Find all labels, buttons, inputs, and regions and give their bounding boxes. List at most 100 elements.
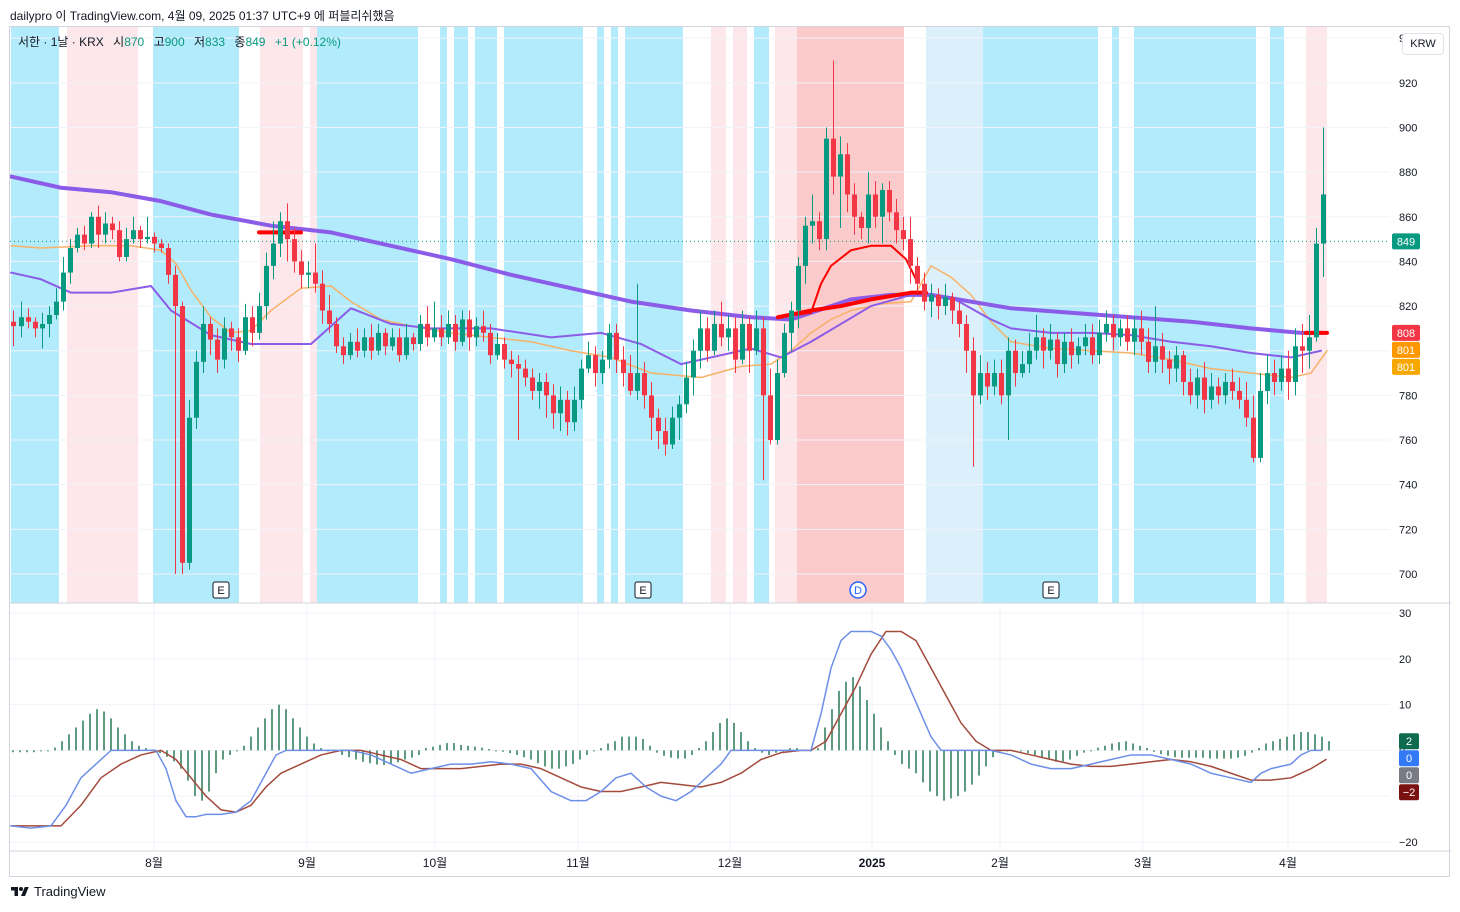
candle-body [677, 404, 682, 418]
price-chart[interactable]: EEDE940920900880860840820800780760740720… [10, 27, 1451, 878]
macd-histogram-bar [453, 743, 455, 751]
macd-histogram-bar [705, 741, 707, 751]
macd-histogram-bar [285, 709, 287, 751]
candle-body [439, 328, 444, 338]
candle-body [117, 230, 122, 257]
symbol-name[interactable]: 서한 · 1날 · KRX [18, 35, 104, 49]
macd-histogram-bar [271, 709, 273, 751]
macd-histogram-bar [523, 750, 525, 758]
macd-histogram-bar [985, 750, 987, 767]
publish-attribution: dailypro 이 TradingView.com, 4월 09, 2025 … [10, 9, 395, 23]
candle-body [1139, 328, 1144, 342]
candle-body [1076, 346, 1081, 356]
macd-histogram-bar [607, 743, 609, 751]
indicator-label-badge: 2 [1399, 733, 1419, 750]
macd-histogram-bar [1279, 738, 1281, 751]
macd-histogram-bar [600, 748, 602, 751]
candle-body [670, 417, 675, 445]
candle-body [1146, 341, 1151, 362]
ma-red-thick-line [776, 290, 928, 320]
macd-histogram-bar [320, 748, 322, 751]
macd-histogram-bar [306, 736, 308, 751]
candle-body [271, 243, 276, 266]
price-label-badge: 808 [1392, 324, 1420, 341]
macd-histogram-bar [621, 736, 623, 751]
macd-histogram-bar [124, 734, 126, 751]
event-marker: E [1042, 581, 1060, 599]
candle-body [642, 373, 647, 396]
macd-histogram-bar [1272, 741, 1274, 751]
macd-histogram-bar [663, 750, 665, 756]
tradingview-logo-icon [11, 886, 29, 896]
candle-body [761, 328, 766, 396]
time-axis-label: 8월 [145, 856, 163, 870]
price-tick-label: 880 [1399, 167, 1417, 179]
macd-line [10, 630, 1322, 829]
macd-histogram-bar [733, 722, 735, 751]
candle-body [985, 373, 990, 387]
macd-histogram-bar [698, 748, 700, 751]
candle-body [1034, 337, 1039, 351]
macd-histogram-bar [1328, 741, 1330, 751]
macd-histogram-bar [971, 750, 973, 785]
macd-histogram-bar [593, 750, 595, 752]
macd-histogram-bar [1048, 750, 1050, 760]
macd-histogram-bar [341, 750, 343, 755]
macd-histogram-bar [908, 750, 910, 769]
candle-body [1041, 337, 1046, 351]
candle-body [1181, 355, 1186, 382]
bg-zone [926, 27, 983, 603]
candle-body [334, 323, 339, 347]
macd-histogram-bar [1237, 750, 1239, 758]
candle-body [292, 239, 297, 262]
bg-zone [504, 27, 583, 603]
currency-button[interactable]: KRW [1402, 33, 1444, 55]
price-tick-label: 920 [1399, 78, 1417, 90]
candle-body [1244, 399, 1249, 418]
macd-histogram-bar [915, 750, 917, 774]
price-tick-label: 720 [1399, 524, 1417, 536]
candle-body [1223, 381, 1228, 396]
macd-histogram-bar [901, 750, 903, 765]
macd-histogram-bar [579, 750, 581, 760]
macd-histogram-bar [502, 750, 504, 752]
macd-histogram-bar [530, 750, 532, 760]
macd-histogram-bar [1097, 747, 1099, 751]
macd-histogram-bar [299, 727, 301, 751]
macd-histogram-bar [1034, 750, 1036, 755]
price-label-bg [1392, 233, 1420, 250]
candle-body [488, 332, 493, 356]
macd-histogram-bar [586, 750, 588, 755]
ma-red-line [777, 244, 917, 319]
bg-zone [440, 27, 447, 603]
macd-histogram-bar [649, 745, 651, 751]
candle-body [243, 317, 248, 351]
indicator-label-bg [1399, 733, 1419, 750]
macd-histogram-bar [159, 750, 161, 754]
candle-body [887, 189, 892, 213]
candle-body [467, 319, 472, 338]
candle-body [425, 323, 430, 338]
candle-body [978, 373, 983, 396]
candle-body [376, 332, 381, 351]
candle-body [558, 399, 563, 414]
footer-brand[interactable]: TradingView [10, 884, 106, 899]
open-label: 시 [113, 35, 125, 49]
brand-name: TradingView [34, 884, 106, 899]
candle-body [845, 154, 850, 195]
macd-histogram-bar [936, 750, 938, 797]
macd-histogram-bar [1146, 748, 1148, 751]
macd-histogram-bar [26, 750, 28, 753]
macd-histogram-bar [243, 745, 245, 751]
macd-histogram-bar [474, 746, 476, 751]
candle-body [89, 216, 94, 244]
candle-body [635, 373, 640, 391]
macd-histogram-bar [292, 718, 294, 751]
candle-body [964, 323, 969, 351]
macd-histogram-bar [628, 736, 630, 751]
candle-body [1195, 377, 1200, 396]
macd-histogram-bar [1300, 732, 1302, 751]
candle-body [33, 321, 38, 329]
candle-body [908, 239, 913, 266]
candle-body [201, 323, 206, 362]
